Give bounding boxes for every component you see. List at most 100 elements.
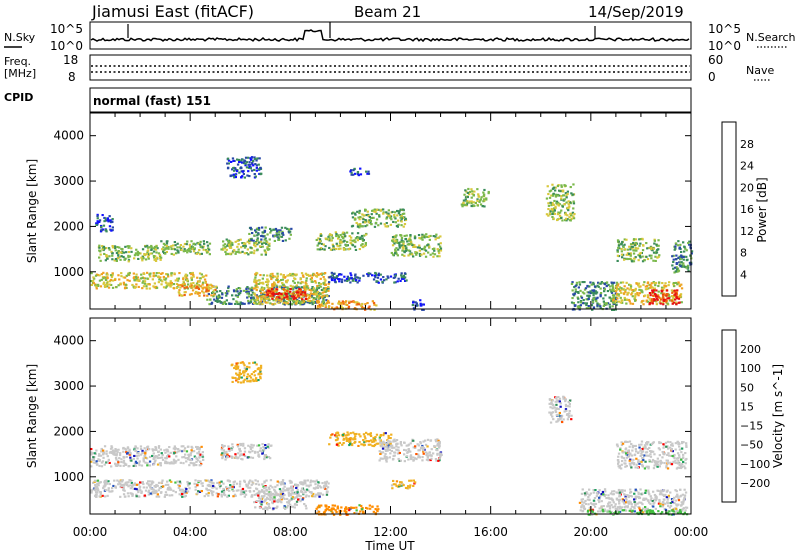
- scatter-cell: [473, 205, 475, 207]
- scatter-cell: [331, 512, 333, 514]
- scatter-cell: [224, 251, 226, 253]
- scatter-cell: [589, 281, 591, 283]
- scatter-cell: [146, 253, 148, 255]
- scatter-cell: [328, 302, 330, 304]
- scatter-cell: [376, 209, 378, 211]
- scatter-cell: [138, 286, 140, 288]
- scatter-cell: [282, 491, 284, 493]
- scatter-cell: [267, 286, 269, 288]
- scatter-cell: [606, 281, 608, 283]
- scatter-cell: [609, 297, 611, 299]
- scatter-cell: [346, 280, 348, 282]
- freq-hi-tick: 18: [63, 53, 78, 67]
- scatter-cell: [639, 256, 641, 258]
- scatter-cell: [154, 461, 156, 463]
- scatter-cell: [376, 213, 378, 215]
- scatter-cell: [582, 291, 584, 293]
- scatter-cell: [143, 285, 145, 287]
- scatter-cell: [260, 235, 262, 237]
- scatter-cell: [368, 221, 370, 223]
- scatter-cell: [434, 446, 436, 448]
- scatter-cell: [184, 454, 186, 456]
- scatter-cell: [349, 440, 351, 442]
- scatter-cell: [654, 256, 656, 258]
- scatter-cell: [238, 159, 240, 161]
- scatter-cell: [382, 276, 384, 278]
- scatter-cell: [256, 289, 258, 291]
- scatter-cell: [257, 379, 259, 381]
- scatter-cell: [242, 445, 244, 447]
- scatter-cell: [243, 290, 245, 292]
- scatter-cell: [152, 492, 154, 494]
- scatter-cell: [120, 272, 122, 274]
- scatter-cell: [254, 374, 256, 376]
- scatter-cell: [241, 377, 243, 379]
- scatter-cell: [328, 281, 330, 283]
- scatter-cell: [94, 480, 96, 482]
- scatter-cell: [267, 443, 269, 445]
- scatter-cell: [358, 280, 360, 282]
- scatter-cell: [372, 439, 374, 441]
- scatter-cell: [155, 258, 157, 260]
- scatter-cell: [650, 257, 652, 259]
- scatter-cell: [198, 451, 200, 453]
- scatter-cell: [125, 464, 127, 466]
- scatter-cell: [263, 274, 265, 276]
- scatter-cell: [250, 297, 252, 299]
- scatter-cell: [322, 494, 324, 496]
- scatter-cell: [374, 276, 376, 278]
- scatter-cell: [645, 256, 647, 258]
- scatter-cell: [184, 294, 186, 296]
- scatter-cell: [305, 496, 307, 498]
- scatter-cell: [131, 284, 133, 286]
- scatter-cell: [228, 487, 230, 489]
- scatter-cell: [267, 249, 269, 251]
- scatter-cell: [256, 500, 258, 502]
- scatter-cell: [128, 465, 130, 467]
- scatter-cell: [642, 256, 644, 258]
- scatter-cell: [576, 282, 578, 284]
- scatter-cell: [153, 247, 155, 249]
- scatter-cell: [363, 214, 365, 216]
- scatter-cell: [629, 248, 631, 250]
- scatter-cell: [177, 459, 179, 461]
- power-colorbar-tick: 8: [740, 247, 747, 260]
- scatter-cell: [149, 283, 151, 285]
- scatter-cell: [104, 484, 106, 486]
- scatter-cell: [328, 506, 330, 508]
- scatter-cell: [342, 300, 344, 302]
- scatter-cell: [303, 294, 305, 296]
- scatter-cell: [365, 234, 367, 236]
- scatter-cell: [149, 464, 151, 466]
- scatter-cell: [373, 304, 375, 306]
- scatter-cell: [105, 229, 107, 231]
- scatter-cell: [270, 497, 272, 499]
- scatter-cell: [652, 260, 654, 262]
- scatter-cell: [163, 449, 165, 451]
- scatter-cell: [637, 294, 639, 296]
- scatter-cell: [222, 240, 224, 242]
- scatter-cell: [282, 479, 284, 481]
- scatter-cell: [642, 244, 644, 246]
- scatter-cell: [253, 250, 255, 252]
- scatter-cell: [199, 461, 201, 463]
- scatter-cell: [358, 174, 360, 176]
- scatter-cell: [642, 303, 644, 305]
- scatter-cell: [397, 226, 399, 228]
- scatter-cell: [166, 241, 168, 243]
- scatter-cell: [666, 290, 668, 292]
- scatter-cell: [407, 459, 409, 461]
- scatter-cell: [361, 225, 363, 227]
- scatter-cell: [162, 459, 164, 461]
- scatter-cell: [125, 284, 127, 286]
- scatter-cell: [238, 249, 240, 251]
- scatter-cell: [221, 297, 223, 299]
- scatter-cell: [270, 295, 272, 297]
- scatter-cell: [623, 246, 625, 248]
- scatter-cell: [394, 483, 396, 485]
- scatter-cell: [235, 176, 237, 178]
- scatter-cell: [432, 452, 434, 454]
- scatter-cell: [143, 486, 145, 488]
- scatter-cell: [282, 275, 284, 277]
- scatter-cell: [248, 295, 250, 297]
